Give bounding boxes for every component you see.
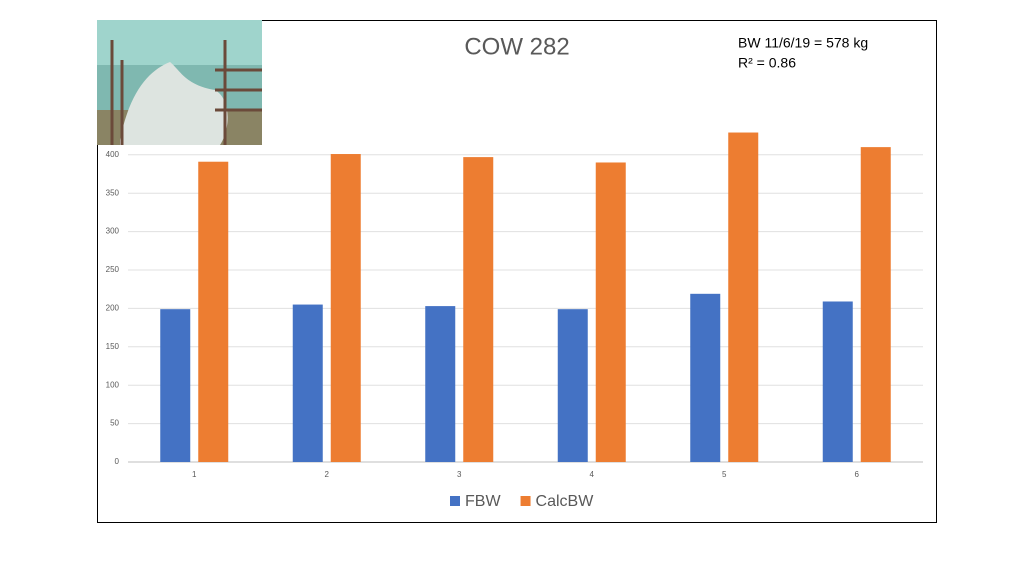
bar: [690, 293, 721, 462]
y-tick-label: 350: [106, 188, 120, 197]
bar: [822, 301, 853, 462]
photo: [97, 20, 262, 145]
x-tick-label: 1: [192, 470, 197, 479]
bar: [198, 161, 229, 462]
bar: [292, 304, 323, 462]
y-tick-label: 200: [106, 304, 120, 313]
y-tick-label: 50: [110, 419, 119, 428]
annotation: BW 11/6/19 = 578 kg: [738, 35, 868, 51]
y-tick-label: 100: [106, 380, 120, 389]
x-tick-label: 5: [722, 470, 727, 479]
x-tick-label: 4: [590, 470, 595, 479]
legend-label: FBW: [465, 493, 501, 510]
bar: [463, 157, 494, 462]
bar: [557, 309, 588, 462]
y-tick-label: 300: [106, 227, 120, 236]
bar: [860, 147, 891, 462]
legend-swatch: [520, 496, 531, 506]
y-tick-label: 0: [115, 457, 120, 466]
bar: [595, 162, 626, 463]
x-tick-label: 2: [325, 470, 330, 479]
bar: [728, 132, 759, 462]
x-tick-label: 3: [457, 470, 462, 479]
legend-swatch: [450, 496, 460, 506]
bar: [425, 306, 456, 462]
y-tick-label: 250: [106, 265, 120, 274]
y-tick-label: 150: [106, 342, 120, 351]
bar: [160, 309, 191, 462]
chart-title: COW 282: [464, 33, 569, 60]
legend-label: CalcBW: [536, 493, 595, 510]
y-tick-label: 400: [106, 150, 120, 159]
bar: [330, 154, 361, 463]
x-tick-label: 6: [855, 470, 860, 479]
annotation: R² = 0.86: [738, 55, 796, 71]
